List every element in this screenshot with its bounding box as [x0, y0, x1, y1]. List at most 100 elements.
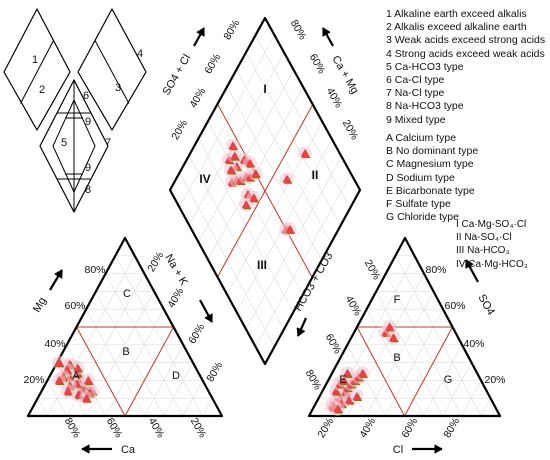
- tick-label: 60%: [186, 322, 207, 346]
- tick-label: 20%: [23, 374, 44, 386]
- grid-line: [115, 255, 203, 417]
- grid-line: [375, 291, 443, 417]
- axis-title-so4-cl: SO4 + Cl: [160, 52, 193, 97]
- legend-item: F Sulfate type: [386, 197, 451, 210]
- sample-marker: [81, 373, 96, 388]
- sample-marker: [52, 355, 67, 370]
- legend-roman-types: I Ca·Mg-SO₄·Cl II Na-SO₄·Cl III Na-HCO₃ …: [456, 218, 528, 271]
- tick-label: 60%: [64, 300, 85, 312]
- sample-point: [352, 391, 362, 400]
- sample-marker: [349, 389, 364, 404]
- key-diamond-left: [3, 8, 71, 131]
- axis-title-ca: Ca: [121, 444, 136, 456]
- arrow-head: [465, 259, 474, 269]
- sample-point: [339, 375, 348, 384]
- sample-point: [385, 322, 394, 331]
- legend-item: G Chloride type: [386, 211, 459, 224]
- legend-item: 7 Na-Cl type: [386, 87, 445, 100]
- tick-label: 20%: [145, 250, 166, 274]
- arrow-head: [434, 444, 443, 454]
- tick-label: 80%: [441, 416, 462, 440]
- sample-point: [358, 368, 367, 377]
- axis-arrow: [81, 444, 112, 454]
- grid-line: [182, 380, 203, 417]
- key-region-label: 6: [83, 90, 89, 102]
- grid-line: [347, 344, 386, 417]
- key-region-label: 5: [61, 137, 67, 149]
- region-label: A: [72, 370, 80, 382]
- sample-point: [389, 333, 398, 342]
- diamond-outline: [168, 16, 362, 366]
- region-label: G: [444, 374, 453, 386]
- axis-arrow: [199, 299, 213, 323]
- arrow-head: [296, 327, 305, 337]
- key-region-label: 2: [39, 84, 45, 96]
- sample-marker: [330, 401, 345, 416]
- tick-label: 20%: [484, 374, 505, 386]
- axis-title-so4: SO4: [475, 292, 496, 317]
- axis-title-cl: Cl: [393, 444, 403, 456]
- region-label: II: [312, 168, 319, 182]
- legend-item: II Na-SO₄·Cl: [456, 232, 512, 244]
- grid-line: [202, 398, 213, 417]
- tick-label: 40%: [187, 86, 208, 110]
- grid-line: [95, 291, 165, 417]
- sample-marker: [386, 330, 401, 345]
- grid-line: [47, 380, 68, 417]
- sample-marker: [382, 320, 397, 334]
- sample-marker: [223, 162, 238, 177]
- tick-label: 20%: [188, 416, 209, 440]
- sample-marker: [340, 366, 355, 381]
- sample-point: [83, 375, 93, 384]
- legend-item: A Calcium type: [386, 132, 457, 144]
- sample-marker: [60, 384, 75, 399]
- arrow-head: [81, 444, 90, 454]
- tick-label: 60%: [307, 52, 328, 76]
- region-label: B: [393, 352, 400, 364]
- legend-item: IV Ca·Mg-HCO₃: [456, 258, 528, 270]
- sample-point: [63, 386, 72, 395]
- axis-arrow: [49, 269, 63, 291]
- legend-letter-types: A Calcium type B No dominant type C Magn…: [386, 132, 478, 224]
- sample-marker: [227, 149, 242, 164]
- sample-point: [251, 169, 260, 177]
- region-label: F: [394, 294, 401, 306]
- grid-line: [366, 291, 434, 417]
- key-region-label: 4: [137, 48, 143, 60]
- sample-point: [333, 404, 342, 413]
- grid-line: [480, 398, 491, 417]
- legend-item: 1 Alkaline earth exceed alkalis: [386, 8, 527, 20]
- anion-triangle: E B F G 20% 40% 60% 80% 80% 60% 40% 20% 20% 40% 60% 80%…: [303, 236, 506, 456]
- anion-outline: [307, 236, 502, 418]
- sample-marker: [79, 391, 94, 406]
- tick-label: 60%: [399, 416, 420, 440]
- arrow-head: [204, 313, 213, 323]
- tick-label: 20%: [315, 416, 336, 440]
- axis-arrow: [296, 317, 308, 337]
- tick-label: 20%: [362, 258, 383, 282]
- region-label: III: [257, 258, 267, 272]
- sample-point: [241, 200, 251, 209]
- grid-line: [37, 398, 48, 417]
- legend-item: D Sodium type: [386, 171, 455, 184]
- sample-point: [300, 148, 310, 157]
- arrow-head: [322, 27, 331, 37]
- sample-marker: [246, 190, 261, 205]
- sample-point: [226, 165, 235, 174]
- sample-point: [82, 393, 91, 402]
- region-label: D: [172, 370, 180, 382]
- legend-item: I Ca·Mg-SO₄·Cl: [456, 219, 527, 230]
- grid-line: [442, 362, 472, 417]
- divider-line: [217, 104, 313, 278]
- grid-line: [395, 255, 482, 417]
- sample-point: [73, 363, 82, 372]
- grid-line: [85, 291, 155, 417]
- sample-point: [343, 368, 352, 377]
- grid-line: [318, 398, 329, 417]
- cation-outline: [26, 236, 224, 418]
- divider-line: [404, 326, 453, 417]
- key-inner: [52, 99, 96, 193]
- grid-line: [163, 362, 194, 417]
